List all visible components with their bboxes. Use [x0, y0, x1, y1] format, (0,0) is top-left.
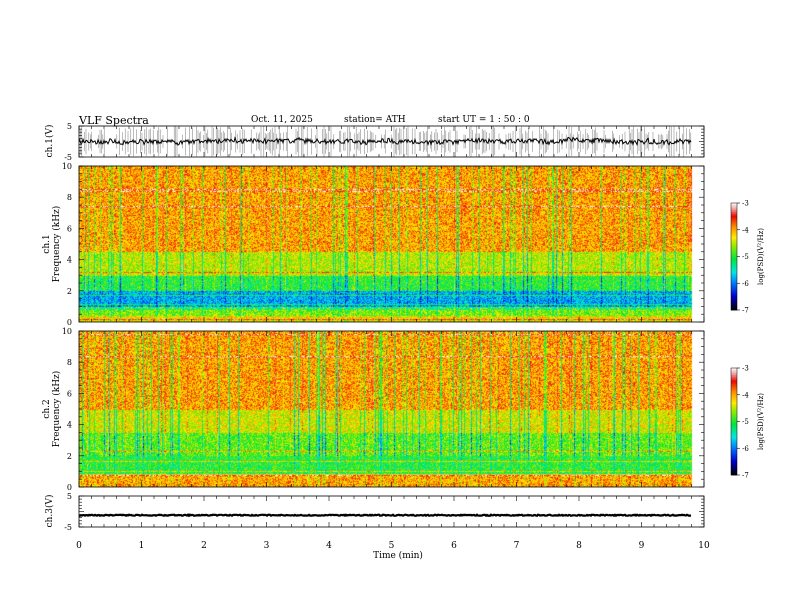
date-label: Oct. 11, 2025: [251, 115, 313, 125]
ch2-frequency-tick-label: 2: [67, 452, 72, 461]
ch1-waveform-ylabel: ch.1(V): [44, 125, 55, 158]
time-tick-label: 3: [264, 541, 270, 551]
ch2-frequency-tick-label: 10: [62, 327, 72, 336]
ch2-spectrogram-panel: [78, 330, 705, 488]
time-tick-label: 4: [326, 541, 332, 551]
ch1-waveform-panel: [78, 125, 705, 158]
ch1-waveform-line: [78, 136, 692, 147]
ch2-colorbar: -3 -4 -5 -6 -7 log(PSD)(V²/Hz): [730, 365, 765, 480]
time-tick-label: 1: [139, 541, 145, 551]
ch1-colorbar-tick-label: -4: [742, 226, 749, 234]
ch3-waveform-ytick: 5: [67, 492, 72, 501]
ch3-waveform-ylabel: ch.3(V): [44, 495, 55, 528]
time-tick-label: 5: [389, 541, 395, 551]
chart-title: VLF Spectra: [79, 114, 149, 127]
time-tick-label: 10: [698, 541, 710, 551]
ch1-colorbar-tick-label: -7: [742, 307, 749, 315]
ch1-spectrogram-image: [79, 166, 704, 322]
ch3-waveform-panel: [78, 495, 705, 528]
ch1-colorbar-label: log(PSD)(V²/Hz): [757, 228, 765, 285]
ch2-frequency-axis-label: Frequency (kHz): [51, 371, 62, 448]
ch2-colorbar-tick-label: -3: [742, 365, 749, 373]
ch2-colorbar-label: log(PSD)(V²/Hz): [757, 393, 765, 450]
time-tick-label: 0: [76, 541, 82, 551]
ch1-colorbar-tick-label: -6: [742, 280, 749, 288]
ch2-spectrogram-image: [79, 331, 704, 487]
ch2-spectrogram-channel-label: ch.2: [42, 399, 52, 418]
ch2-frequency-tick-label: 8: [67, 358, 72, 367]
ch2-colorbar-tick-label: -5: [742, 418, 749, 426]
station-label: station= ATH: [344, 115, 406, 125]
ch1-colorbar-tick-label: -5: [742, 253, 749, 261]
ch1-frequency-axis-label: Frequency (kHz): [51, 206, 62, 283]
ch2-colorbar-tick-label: -7: [742, 472, 749, 480]
start-time-label: start UT = 1 : 50 : 0: [438, 115, 530, 125]
ch1-frequency-tick-label: 8: [67, 193, 72, 202]
ch2-colorbar-tick-label: -6: [742, 445, 749, 453]
ch1-colorbar-tick-label: -3: [742, 200, 749, 208]
time-tick-label: 2: [201, 541, 207, 551]
ch3-waveform-line: [78, 513, 692, 518]
time-axis-label: Time (min): [373, 550, 423, 561]
ch1-frequency-tick-label: 2: [67, 287, 72, 296]
ch1-waveform-ytick: -5: [64, 153, 72, 162]
ch1-frequency-tick-label: 0: [67, 318, 72, 327]
ch1-spectrogram-panel: [78, 165, 705, 323]
ch1-colorbar: -3 -4 -5 -6 -7 log(PSD)(V²/Hz): [730, 200, 765, 315]
ch1-waveform-ytick: 5: [67, 122, 72, 131]
ch2-frequency-tick-label: 0: [67, 483, 72, 492]
ch1-frequency-tick-label: 6: [67, 224, 72, 233]
time-tick-label: 6: [451, 541, 457, 551]
ch1-frequency-tick-label: 10: [62, 162, 72, 171]
ch2-frequency-tick-label: 6: [67, 389, 72, 398]
ch3-waveform-ytick: -5: [64, 523, 72, 532]
ch1-frequency-tick-label: 4: [67, 256, 72, 265]
ch1-spectrogram-channel-label: ch.1: [42, 234, 52, 253]
ch2-frequency-tick-label: 4: [67, 421, 72, 430]
time-tick-label: 8: [576, 541, 582, 551]
ch2-colorbar-tick-label: -4: [742, 391, 749, 399]
time-tick-label: 7: [514, 541, 520, 551]
time-tick-label: 9: [639, 541, 645, 551]
